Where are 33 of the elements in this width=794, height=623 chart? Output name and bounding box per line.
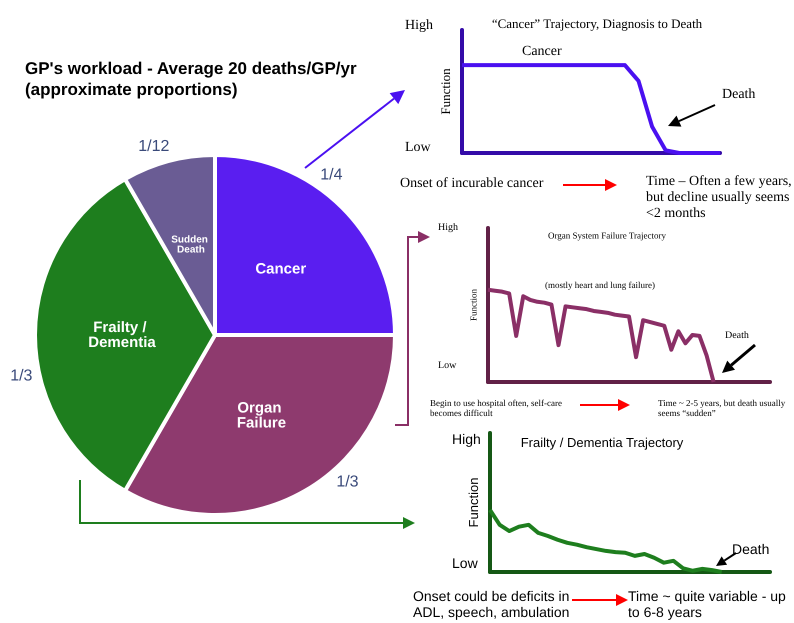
data-label: 1/12 [138,138,170,156]
slice-label: Cancer [255,260,306,278]
slice-label: Sudden Death [171,234,211,256]
y-axis-title: Function [468,288,478,322]
text: Time ~ quite variable - up to 6-8 years [628,588,787,620]
text: Low [438,360,458,372]
annotation: (mostly heart and lung failure) [545,280,656,290]
data-label: 1/3 [336,474,359,491]
text: High [405,18,434,34]
annotation: Death [725,330,750,342]
text: High [452,431,482,448]
text: Low [452,555,479,572]
y-axis-title: Function [466,478,481,528]
text: Onset could be deficits in ADL, speech, ambulation [413,588,570,620]
text: Cancer [522,44,563,60]
chart-title: Organ System Failure Trajectory [548,230,667,240]
annotation: Death [732,541,770,558]
data-label: 1/3 [10,368,33,385]
chart-subtitle: (approximate proportions) [25,80,238,99]
y-axis-title: Function [438,68,453,115]
text: Death [722,87,756,104]
text: Begin to use hospital often, self-care becomes difficult [430,398,563,419]
text: Onset of incurable cancer [400,176,544,192]
chart-title: Frailty / Dementia Trajectory [520,435,684,450]
chart-title: GP's workload - Average 20 deaths/GP/yr [25,59,357,78]
text: Time – Often a few years, but decline usually seems <2 months [646,174,792,222]
slice-label: Organ Failure [236,400,286,432]
text: Time ~ 2-5 years, but death usually seems “sudden” [658,398,786,419]
text: High [438,222,459,234]
text: Low [405,140,432,156]
slice-label: Frailty / Dementia [88,318,156,351]
data-label: 1/4 [320,166,343,184]
chart-title: “Cancer” Trajectory, Diagnosis to Death [492,16,703,31]
